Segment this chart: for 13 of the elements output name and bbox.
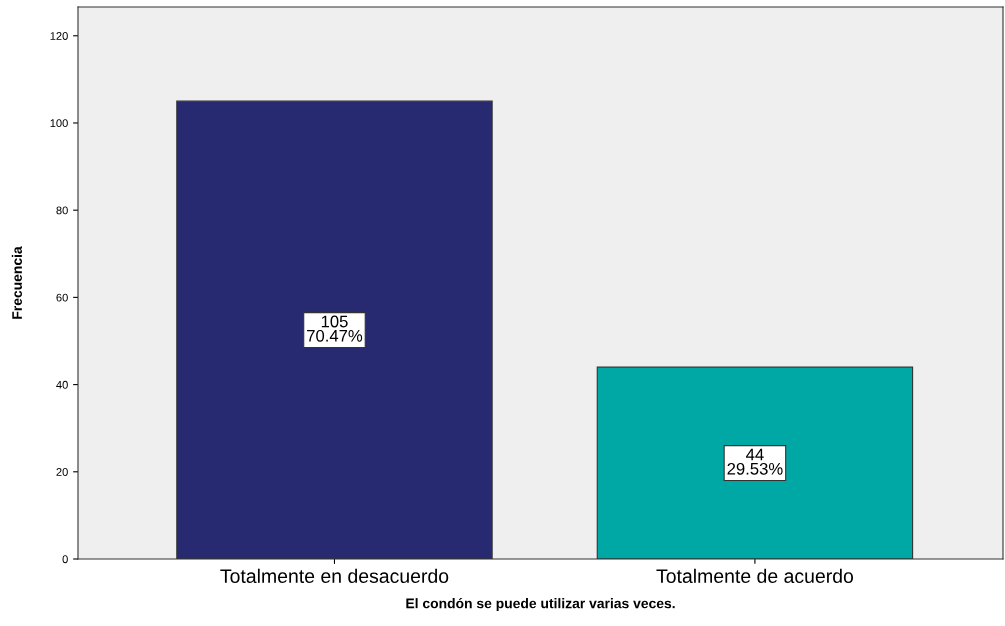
y-tick-label: 60	[56, 293, 68, 302]
y-tick-label: 100	[50, 119, 68, 128]
y-tick-label: 120	[50, 32, 68, 40]
y-tick-label: 40	[56, 380, 68, 389]
y-tick-label: 80	[56, 206, 68, 215]
data-label: 44 29.53%	[727, 448, 783, 475]
x-axis-title: El condón se puede utilizar varias veces.	[406, 597, 675, 612]
y-axis-title: Frecuencia	[11, 246, 22, 319]
x-tick-label: Totalmente de acuerdo	[656, 568, 854, 583]
y-tick-label: 0	[62, 555, 68, 564]
x-tick-label: Totalmente en desacuerdo	[220, 568, 449, 583]
data-label: 105 70.47%	[307, 315, 363, 342]
y-tick-label: 20	[56, 468, 68, 476]
